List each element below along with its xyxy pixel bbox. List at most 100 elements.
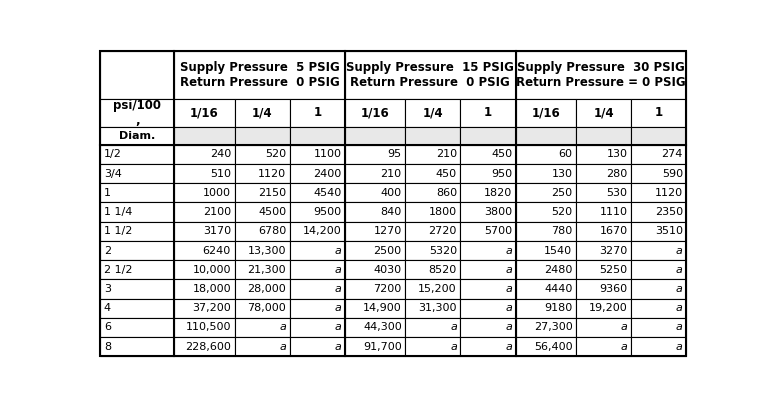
Text: 1820: 1820 [484, 188, 512, 198]
Text: a: a [335, 303, 342, 313]
Text: 37,200: 37,200 [193, 303, 231, 313]
Text: 4030: 4030 [374, 265, 402, 275]
Text: 14,200: 14,200 [303, 226, 342, 236]
Text: 510: 510 [210, 169, 231, 179]
Text: a: a [335, 265, 342, 275]
Text: 1/16: 1/16 [190, 106, 219, 119]
Text: 2: 2 [104, 245, 111, 256]
Bar [516, 299, 576, 318]
Text: 3170: 3170 [203, 226, 231, 236]
Text: 10,000: 10,000 [193, 265, 231, 275]
Bar [405, 127, 461, 145]
Bar [345, 241, 405, 260]
Text: 590: 590 [662, 169, 683, 179]
Text: psi/100
,: psi/100 , [113, 99, 161, 127]
Bar [631, 222, 686, 241]
Text: 9180: 9180 [544, 303, 572, 313]
Bar [631, 164, 686, 183]
Bar [174, 222, 235, 241]
Bar [631, 279, 686, 299]
Bar [461, 99, 516, 127]
Bar [631, 318, 686, 337]
Bar [235, 99, 290, 127]
Text: 3270: 3270 [600, 245, 628, 256]
Bar [516, 241, 576, 260]
Bar [345, 222, 405, 241]
Bar [516, 279, 576, 299]
Text: 21,300: 21,300 [248, 265, 286, 275]
Text: 9360: 9360 [600, 284, 628, 294]
Bar [576, 299, 631, 318]
Bar [405, 222, 461, 241]
Bar [405, 279, 461, 299]
Bar [235, 279, 290, 299]
Bar [174, 299, 235, 318]
Bar [290, 241, 345, 260]
Bar [290, 222, 345, 241]
Text: 2480: 2480 [544, 265, 572, 275]
Bar [100, 183, 174, 202]
Bar [516, 164, 576, 183]
Bar [100, 337, 174, 356]
Text: a: a [505, 342, 512, 351]
Text: 1/16: 1/16 [532, 106, 560, 119]
Text: Supply Pressure  15 PSIG
Return Pressure  0 PSIG: Supply Pressure 15 PSIG Return Pressure … [346, 61, 514, 89]
Bar [290, 183, 345, 202]
Text: a: a [621, 342, 628, 351]
Bar [174, 337, 235, 356]
Text: 3: 3 [104, 284, 111, 294]
Text: 1540: 1540 [544, 245, 572, 256]
Bar [576, 164, 631, 183]
Text: a: a [676, 265, 683, 275]
Bar [461, 337, 516, 356]
Bar [235, 202, 290, 222]
Text: 8520: 8520 [429, 265, 457, 275]
Text: 2350: 2350 [655, 207, 683, 217]
Text: 27,300: 27,300 [534, 322, 572, 332]
Text: 520: 520 [552, 207, 572, 217]
Bar [100, 299, 174, 318]
Bar [461, 260, 516, 279]
Bar [100, 51, 174, 99]
Text: 1 1/2: 1 1/2 [104, 226, 132, 236]
Text: 1: 1 [104, 188, 111, 198]
Text: 840: 840 [380, 207, 402, 217]
Bar [100, 318, 174, 337]
Bar [345, 127, 405, 145]
Bar [576, 202, 631, 222]
Bar [461, 183, 516, 202]
Text: 274: 274 [662, 150, 683, 160]
Bar [461, 127, 516, 145]
Bar [100, 145, 174, 164]
Bar [100, 164, 174, 183]
Bar [290, 127, 345, 145]
Text: 780: 780 [551, 226, 572, 236]
Text: 860: 860 [435, 188, 457, 198]
Bar [235, 337, 290, 356]
Bar [235, 299, 290, 318]
Text: 31,300: 31,300 [419, 303, 457, 313]
Text: 1670: 1670 [600, 226, 628, 236]
Text: 6240: 6240 [202, 245, 231, 256]
Text: a: a [450, 342, 457, 351]
Text: a: a [335, 322, 342, 332]
Text: 3800: 3800 [484, 207, 512, 217]
Text: 56,400: 56,400 [534, 342, 572, 351]
Bar [461, 318, 516, 337]
Bar [576, 337, 631, 356]
Text: 19,200: 19,200 [589, 303, 628, 313]
Bar [235, 241, 290, 260]
Bar [290, 99, 345, 127]
Text: Diam.: Diam. [119, 131, 155, 141]
Text: 250: 250 [552, 188, 572, 198]
Text: 280: 280 [607, 169, 628, 179]
Bar [345, 260, 405, 279]
Bar [461, 279, 516, 299]
Bar [100, 260, 174, 279]
Text: 13,300: 13,300 [248, 245, 286, 256]
Text: 450: 450 [491, 150, 512, 160]
Text: a: a [280, 342, 286, 351]
Text: 6: 6 [104, 322, 111, 332]
Text: 1/4: 1/4 [594, 106, 614, 119]
Bar [100, 222, 174, 241]
